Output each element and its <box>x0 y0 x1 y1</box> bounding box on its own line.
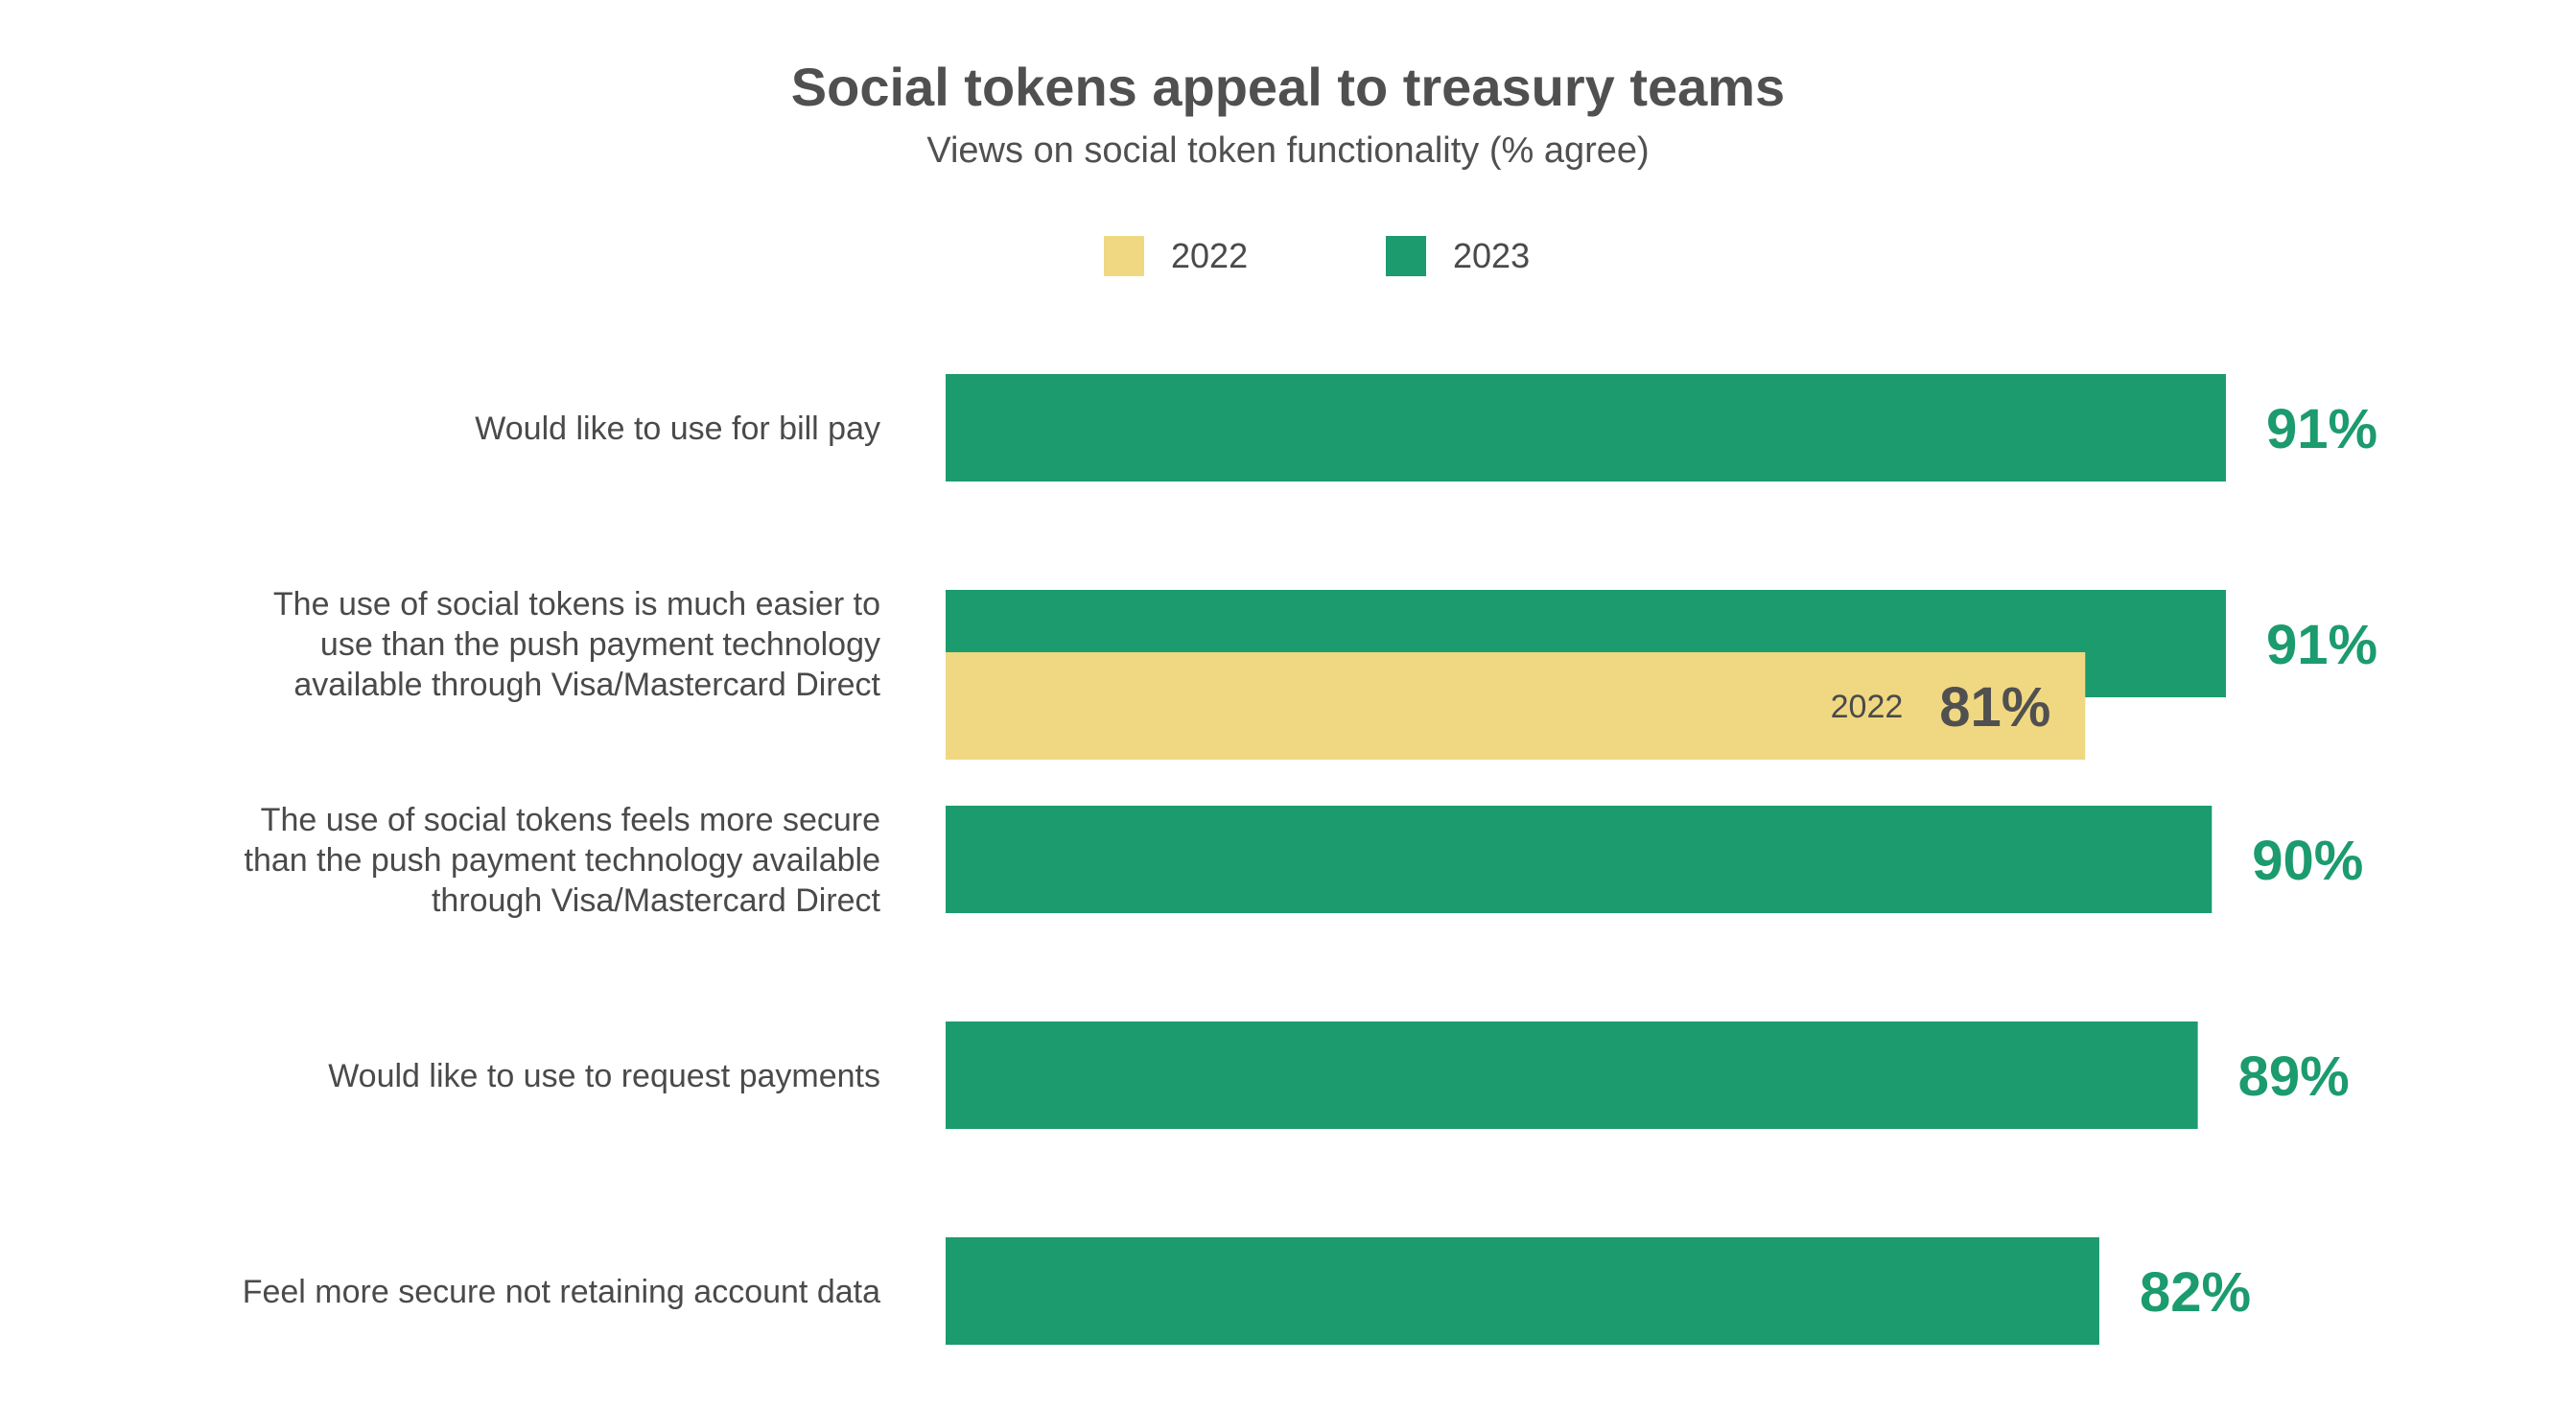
category-label-2-line-1: than the push payment technology availab… <box>245 842 880 879</box>
category-label-3-line-0: Would like to use to request payments <box>328 1058 880 1094</box>
legend-swatch-2023 <box>1386 236 1426 276</box>
value-label-2023-0: 91% <box>2266 398 2377 460</box>
legend-swatch-2022 <box>1104 236 1144 276</box>
category-label-0-line-0: Would like to use for bill pay <box>475 411 880 447</box>
value-label-2023-2: 90% <box>2252 830 2363 892</box>
category-label-4-line-0: Feel more secure not retaining account d… <box>243 1274 880 1310</box>
category-label-1-line-0: The use of social tokens is much easier … <box>273 586 880 622</box>
chart-subtitle: Views on social token functionality (% a… <box>926 130 1650 171</box>
category-label-2-line-2: through Visa/Mastercard Direct <box>432 882 881 919</box>
chart-title: Social tokens appeal to treasury teams <box>790 57 1786 117</box>
bar-2023-4 <box>946 1237 2099 1345</box>
bar-2023-3 <box>946 1022 2198 1129</box>
category-label-1-line-1: use than the push payment technology <box>320 626 880 663</box>
legend-label-2022: 2022 <box>1171 236 1249 275</box>
value-label-2023-4: 82% <box>2140 1261 2251 1324</box>
legend-item-2022: 2022 <box>1104 236 1248 276</box>
bar-2022-1 <box>946 652 2086 760</box>
category-label-1-line-2: available through Visa/Mastercard Direct <box>293 667 880 703</box>
bar-2023-2 <box>946 806 2213 913</box>
value-label-2023-3: 89% <box>2238 1045 2350 1108</box>
value-label-2023-1: 91% <box>2266 614 2377 676</box>
series-tag-2022-1: 2022 <box>1831 689 1904 725</box>
value-label-2022-1: 81% <box>1939 676 2050 739</box>
legend-label-2023: 2023 <box>1453 236 1531 275</box>
category-label-2-line-0: The use of social tokens feels more secu… <box>261 802 880 838</box>
legend-item-2023: 2023 <box>1386 236 1530 276</box>
bar-2023-0 <box>946 374 2226 481</box>
